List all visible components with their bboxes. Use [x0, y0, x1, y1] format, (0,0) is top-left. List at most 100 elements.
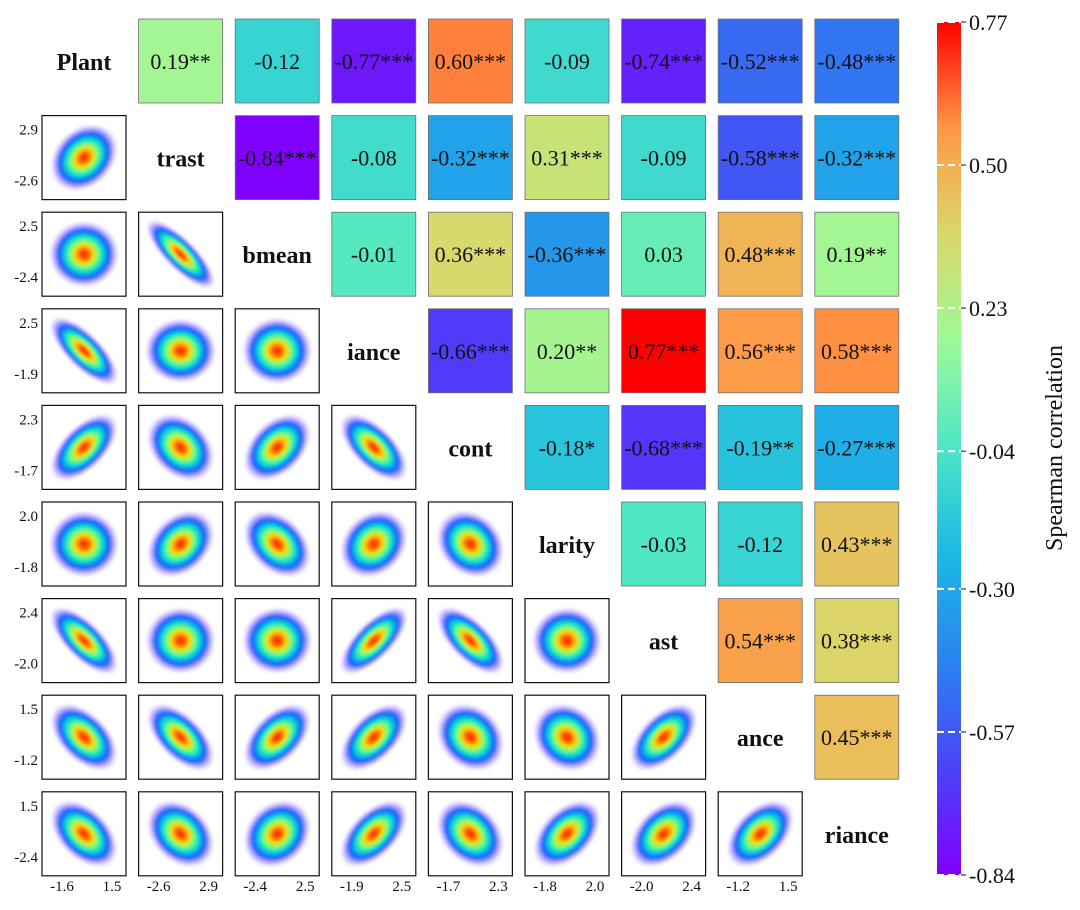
- x-tick-right-7: 1.5: [779, 879, 798, 895]
- density-blob: [338, 604, 410, 677]
- density-plot-4-0: [41, 404, 127, 490]
- x-tick-left-6: -2.0: [630, 879, 654, 895]
- y-tick-bottom-7: -1.2: [14, 753, 38, 769]
- density-plot-1-0: [41, 114, 127, 201]
- colorbar-gradient: [937, 22, 961, 875]
- correlation-label-0-3: -0.77***: [334, 49, 413, 74]
- correlation-cell-3-4: [427, 308, 513, 394]
- density-blob: [338, 412, 410, 483]
- y-tick-bottom-6: -2.0: [14, 657, 38, 673]
- density-plot-8-7: [717, 791, 803, 877]
- density-blob: [48, 412, 120, 483]
- correlation-cell-0-2: [234, 18, 320, 104]
- density-blob: [434, 605, 506, 677]
- density-blob: [435, 508, 506, 580]
- density-blob: [531, 798, 603, 869]
- correlation-cell-2-8: [814, 211, 900, 297]
- y-tick-bottom-8: -2.4: [14, 850, 38, 866]
- density-blob: [435, 798, 506, 870]
- density-plot-8-0: [41, 791, 127, 877]
- correlation-cell-3-6: [621, 308, 706, 394]
- colorbar: 0.77 0.50 0.23 -0.04 -0.30 -0.57 -0.84 Spearman…: [937, 10, 1068, 888]
- correlation-label-0-5: -0.09: [544, 49, 590, 74]
- correlation-cell-4-6: [621, 404, 706, 490]
- density-plot-7-2: [234, 694, 320, 780]
- y-tick-bottom-5: -1.8: [14, 560, 38, 576]
- colorbar-tick-label-6: -0.84: [969, 863, 1015, 888]
- density-blob: [531, 701, 603, 773]
- density-plot-5-2: [234, 501, 320, 587]
- colorbar-label: Spearman correlation: [1042, 345, 1068, 551]
- correlation-cell-4-8: [814, 404, 900, 490]
- y-tick-top-6: 2.4: [19, 606, 38, 622]
- correlation-label-3-4: -0.66***: [431, 339, 510, 364]
- density-blob: [143, 317, 219, 385]
- x-tick-right-0: 1.5: [103, 879, 122, 895]
- density-plot-7-5: [524, 694, 610, 780]
- y-tick-top-3: 2.5: [19, 316, 38, 332]
- variable-name-2: bmean: [243, 243, 312, 269]
- correlation-cell-2-4: [427, 211, 513, 297]
- density-plot-8-4: [427, 791, 513, 877]
- correlation-cell-0-6: [621, 18, 706, 104]
- density-blob: [145, 701, 216, 773]
- density-plot-4-2: [234, 404, 320, 490]
- y-tick-bottom-2: -2.4: [14, 270, 38, 286]
- density-blob: [242, 508, 313, 580]
- correlation-label-4-5: -0.18*: [539, 435, 596, 460]
- correlation-label-1-6: -0.09: [641, 146, 687, 171]
- variable-name-5: larity: [539, 533, 595, 559]
- y-tick-bottom-1: -2.6: [14, 174, 38, 190]
- x-tick-left-5: -1.8: [533, 879, 557, 895]
- density-blob: [338, 508, 410, 580]
- y-tick-bottom-4: -1.7: [14, 463, 38, 479]
- correlation-label-1-7: -0.58***: [721, 146, 800, 171]
- correlation-cell-5-7: [717, 501, 803, 587]
- density-plot-7-3: [331, 694, 417, 780]
- correlation-label-5-6: -0.03: [641, 532, 687, 557]
- correlation-label-5-7: -0.12: [737, 532, 783, 557]
- colorbar-tick-label-5: -0.57: [969, 720, 1015, 745]
- density-blob: [435, 701, 506, 773]
- x-tick-left-7: -1.2: [726, 879, 750, 895]
- density-plot-8-5: [524, 791, 610, 877]
- correlation-cell-1-7: [717, 115, 803, 200]
- correlation-label-0-4: 0.60***: [435, 49, 507, 74]
- variable-name-6: ast: [649, 630, 678, 656]
- correlation-label-3-7: 0.56***: [724, 339, 796, 364]
- y-tick-bottom-3: -1.9: [14, 367, 38, 383]
- correlation-cell-3-7: [717, 308, 803, 394]
- density-plot-7-6: [620, 694, 707, 780]
- correlation-cell-0-7: [717, 18, 803, 104]
- correlation-cell-4-7: [717, 404, 803, 490]
- correlation-label-0-7: -0.52***: [721, 49, 800, 74]
- colorbar-tick-label-1: 0.50: [969, 153, 1008, 178]
- correlation-label-0-8: -0.48***: [817, 49, 896, 74]
- correlation-cell-5-6: [621, 501, 706, 587]
- correlation-cell-0-8: [814, 18, 900, 104]
- correlation-cell-1-5: [524, 115, 610, 200]
- correlation-label-3-8: 0.58***: [821, 339, 893, 364]
- correlation-label-4-6: -0.68***: [624, 435, 703, 460]
- correlation-cell-1-3: [331, 115, 417, 200]
- correlation-cell-3-5: [524, 308, 610, 394]
- correlation-label-4-7: -0.19**: [726, 435, 794, 460]
- density-blob: [240, 315, 314, 386]
- density-plot-8-2: [234, 791, 320, 877]
- correlation-label-0-2: -0.12: [254, 49, 300, 74]
- colorbar-tick-label-0: 0.77: [969, 10, 1008, 35]
- density-plot-5-4: [427, 501, 513, 587]
- correlation-cell-2-6: [621, 211, 706, 297]
- density-blob: [628, 701, 699, 773]
- x-tick-right-2: 2.5: [296, 879, 315, 895]
- y-tick-top-1: 2.9: [19, 123, 38, 139]
- density-blob: [628, 798, 699, 869]
- correlation-cell-2-3: [331, 211, 417, 297]
- x-tick-right-3: 2.5: [392, 879, 411, 895]
- density-plot-4-1: [138, 404, 224, 490]
- density-blob: [241, 798, 313, 870]
- correlation-label-6-7: 0.54***: [724, 629, 796, 654]
- density-plot-6-3: [331, 597, 417, 684]
- correlation-cell-6-7: [717, 598, 803, 683]
